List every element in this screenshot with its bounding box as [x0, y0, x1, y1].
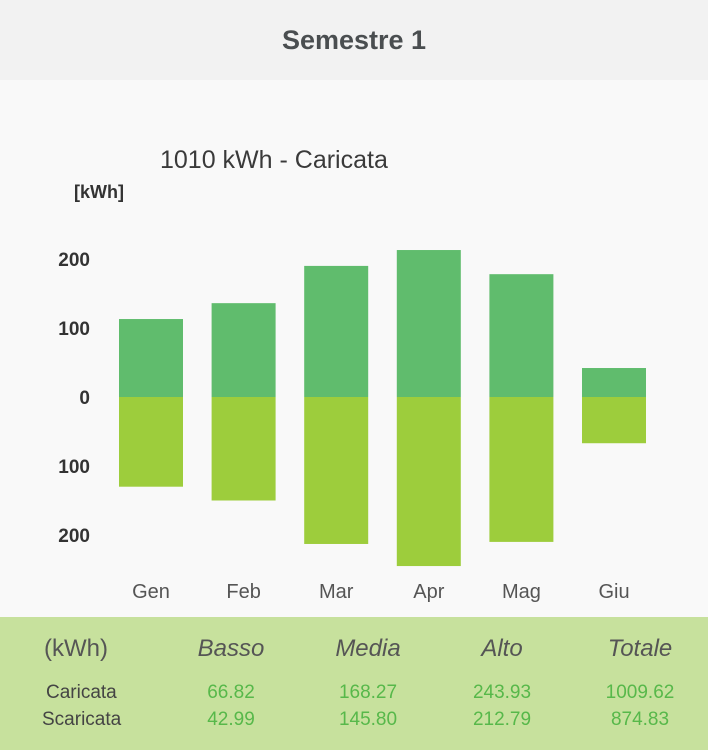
bar-negative-mar — [304, 397, 369, 544]
table-unit-header: (kWh) — [44, 635, 108, 662]
value-caricata-basso: 66.82 — [207, 682, 255, 703]
page-title: Semestre 1 — [281, 24, 427, 55]
column-header-alto: Alto — [481, 635, 523, 662]
x-tick-label-apr: Apr — [413, 581, 444, 603]
x-tick-label-mar: Mar — [319, 581, 354, 603]
x-tick-label-mag: Mag — [502, 581, 541, 603]
y-tick-label: 100 — [58, 457, 90, 478]
column-header-media: Media — [335, 635, 401, 662]
value-caricata-alto: 243.93 — [472, 682, 532, 703]
header-bar: Semestre 1 — [0, 0, 708, 80]
bar-negative-gen — [119, 397, 183, 487]
bar-positive-giu — [582, 368, 646, 397]
summary-table: (kWh) Basso Media Alto Totale Caricata 6… — [0, 617, 708, 750]
bar-negative-apr — [396, 397, 461, 567]
y-tick-label: 200 — [58, 250, 90, 271]
bar-positive-gen — [119, 319, 183, 397]
value-scaricata-media: 145.80 — [338, 709, 398, 730]
bar-negative-feb — [211, 397, 276, 501]
row-label-caricata: Caricata — [46, 682, 117, 703]
value-scaricata-alto: 212.79 — [472, 709, 532, 730]
column-header-totale: Totale — [607, 635, 673, 662]
column-header-basso: Basso — [197, 635, 265, 662]
value-scaricata-totale: 874.83 — [610, 709, 670, 730]
y-tick-label: 200 — [58, 526, 90, 547]
bar-positive-mag — [489, 274, 554, 397]
y-tick-label: 0 — [79, 388, 90, 409]
value-caricata-totale: 1009.62 — [605, 682, 675, 703]
row-label-scaricata: Scaricata — [42, 709, 122, 730]
y-axis-unit-label: [kWh] — [74, 182, 124, 202]
bar-positive-feb — [211, 303, 276, 397]
value-scaricata-basso: 42.99 — [207, 709, 255, 730]
value-caricata-media: 168.27 — [338, 682, 398, 703]
x-tick-label-gen: Gen — [132, 581, 170, 603]
bar-positive-apr — [396, 250, 461, 397]
chart-area: 200 100 0 100 200 Gen Feb Mar Apr Mag Giu 1010 kWh… — [0, 80, 708, 617]
x-tick-label-giu: Giu — [598, 581, 629, 603]
y-tick-label: 100 — [58, 319, 90, 340]
chart-title: 1010 kWh - Caricata — [160, 146, 388, 174]
bar-negative-mag — [489, 397, 554, 542]
bar-positive-mar — [304, 265, 369, 397]
bar-chart: 200 100 0 100 200 Gen Feb Mar Apr Mag Giu — [58, 250, 646, 603]
x-tick-label-feb: Feb — [226, 581, 260, 603]
bar-negative-giu — [582, 397, 646, 444]
